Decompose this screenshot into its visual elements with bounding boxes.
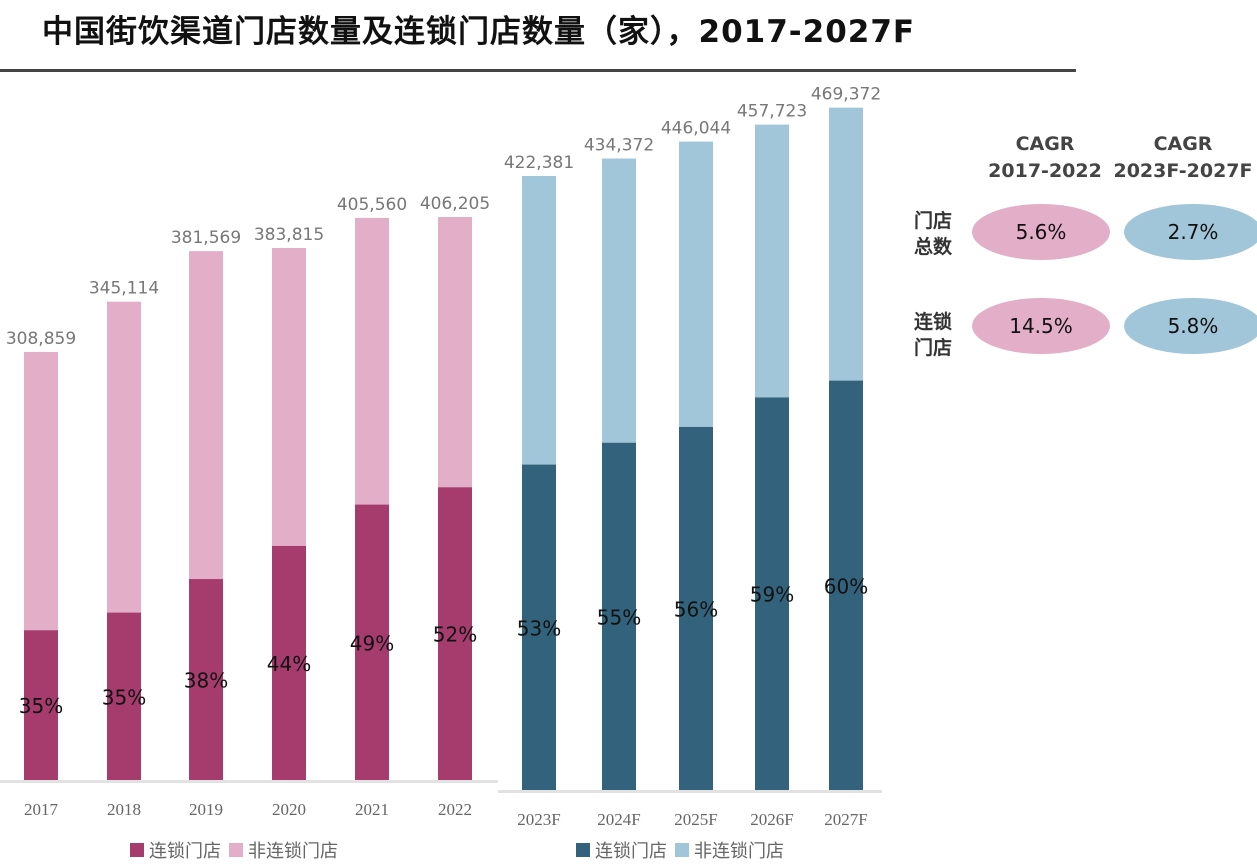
share-label: 59% [750, 583, 794, 607]
legend-swatch [576, 843, 590, 857]
share-label: 52% [433, 623, 477, 647]
x-tick-label: 2023F [517, 810, 560, 829]
total-label: 381,569 [171, 228, 241, 248]
bar-non-chain [829, 107, 863, 381]
cagr-header-line: CAGR [1153, 133, 1213, 155]
bar-non-chain [272, 248, 306, 546]
bar-non-chain [107, 301, 141, 613]
cagr-header-line: CAGR [1015, 133, 1075, 155]
bar-non-chain [189, 251, 223, 580]
x-tick-label: 2020 [272, 800, 306, 819]
legend-swatch [229, 843, 243, 857]
total-label: 345,114 [89, 279, 159, 299]
bar-non-chain [355, 217, 389, 505]
total-label: 457,723 [737, 102, 807, 122]
bar-chain [272, 545, 306, 780]
total-label: 446,044 [661, 119, 731, 139]
x-tick-label: 2021 [355, 800, 389, 819]
row-label-line: 总数 [914, 236, 953, 258]
x-tick-label: 2018 [107, 800, 141, 819]
bar-non-chain [755, 124, 789, 398]
share-label: 35% [19, 694, 63, 718]
share-label: 60% [824, 574, 868, 598]
total-label: 405,560 [337, 195, 407, 215]
bar-chain [355, 504, 389, 780]
total-label: 308,859 [6, 329, 76, 349]
x-tick-label: 2027F [824, 810, 867, 829]
share-label: 56% [674, 597, 718, 621]
x-tick-label: 2026F [750, 810, 793, 829]
legend-label: 连锁门店 [149, 841, 221, 862]
x-tick-label: 2022 [438, 800, 472, 819]
cagr-chain-2017-2022: 14.5% [972, 298, 1110, 354]
share-label: 49% [350, 631, 394, 655]
legend-label: 连锁门店 [595, 841, 667, 862]
legend-swatch [675, 843, 689, 857]
cagr-header-line: 2017-2022 [988, 160, 1102, 182]
legend-swatch [130, 843, 144, 857]
share-label: 55% [597, 605, 641, 629]
bar-non-chain [522, 175, 556, 465]
bar-chain [522, 464, 556, 790]
share-label: 35% [102, 685, 146, 709]
cagr-chain-2023f-2027f: 5.8% [1124, 298, 1257, 354]
bar-chain [24, 630, 58, 780]
bar-chain [829, 380, 863, 790]
bar-chain [755, 397, 789, 790]
x-axis-line [0, 780, 498, 783]
title-divider [0, 69, 1076, 72]
bar-non-chain [24, 351, 58, 631]
cagr-header-2017-2022: CAGR 2017-2022 [985, 131, 1105, 185]
x-axis-line [498, 790, 882, 793]
total-label: 406,205 [420, 194, 490, 214]
total-label: 469,372 [811, 85, 881, 105]
x-tick-label: 2017 [24, 800, 59, 819]
row-label-line: 连锁 [914, 311, 953, 333]
share-label: 53% [517, 616, 561, 640]
cagr-header-2023f-2027f: CAGR 2023F-2027F [1113, 131, 1253, 185]
bar-non-chain [438, 216, 472, 488]
total-label: 383,815 [254, 225, 324, 245]
total-label: 434,372 [584, 136, 654, 156]
x-tick-label: 2019 [189, 800, 223, 819]
cagr-header-line: 2023F-2027F [1113, 160, 1253, 182]
share-label: 44% [267, 652, 311, 676]
bar-chain [438, 487, 472, 780]
share-label: 38% [184, 669, 228, 693]
bar-chain [679, 426, 713, 790]
legend-label: 非连锁门店 [248, 841, 338, 862]
row-label-line: 门店 [914, 210, 953, 232]
bar-non-chain [679, 141, 713, 427]
row-label-line: 门店 [914, 337, 953, 359]
bar-non-chain [602, 158, 636, 443]
cagr-row-label-chain: 连锁 门店 [914, 309, 952, 361]
x-tick-label: 2024F [597, 810, 640, 829]
bar-chain [602, 442, 636, 790]
total-label: 422,381 [504, 153, 574, 173]
x-tick-label: 2025F [674, 810, 717, 829]
cagr-total-2017-2022: 5.6% [972, 204, 1110, 260]
legend-label: 非连锁门店 [694, 841, 784, 862]
bar-chain [107, 612, 141, 780]
cagr-total-2023f-2027f: 2.7% [1124, 204, 1257, 260]
chart-title: 中国街饮渠道门店数量及连锁门店数量（家），2017-2027F [42, 14, 916, 50]
bar-chain [189, 579, 223, 780]
cagr-row-label-total: 门店 总数 [914, 208, 952, 260]
